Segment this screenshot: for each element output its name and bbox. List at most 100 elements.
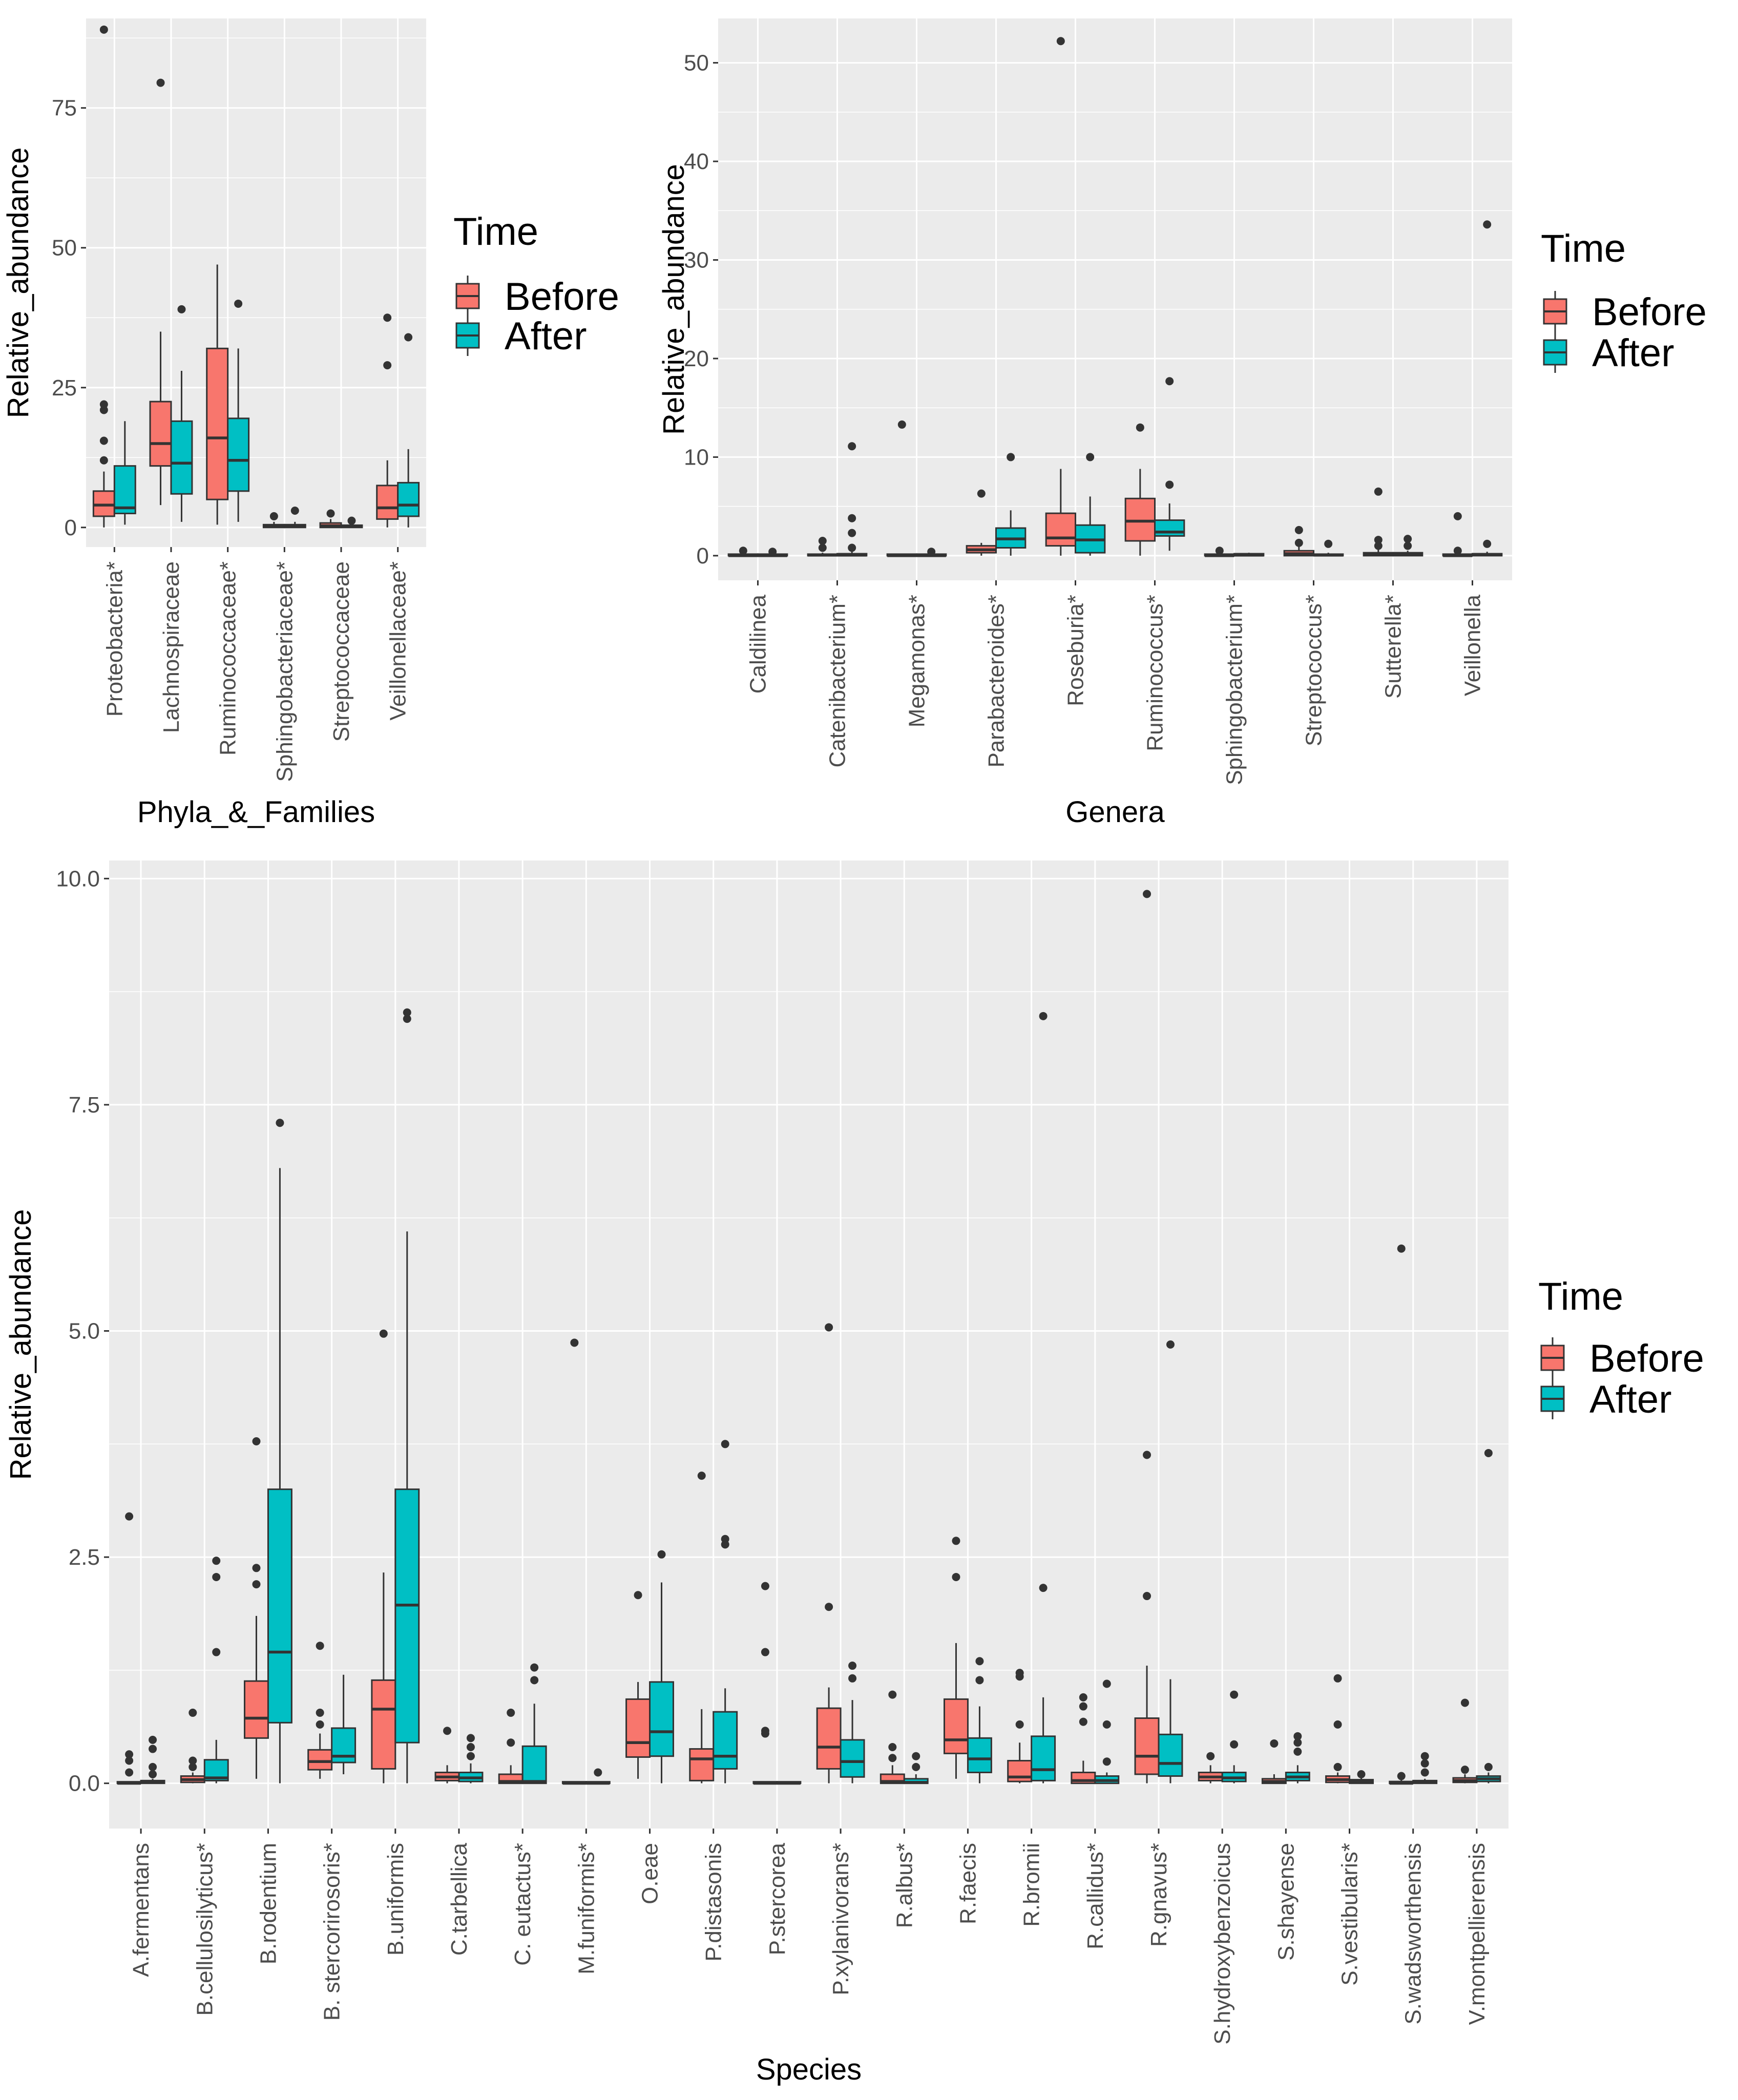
- outlier-point: [1015, 1669, 1024, 1677]
- y-tick-label: 20: [684, 346, 709, 371]
- outlier-point: [1015, 1720, 1024, 1729]
- outlier-point: [761, 1582, 769, 1590]
- legend-label-after: After: [1592, 331, 1674, 375]
- outlier-point: [1404, 541, 1412, 550]
- box-after-21: [1412, 1752, 1438, 1784]
- box-after-7: [521, 1663, 547, 1784]
- x-tick-label: Caldilinea: [746, 594, 771, 694]
- legend-label-before: Before: [1592, 290, 1707, 334]
- box-after-18: [1221, 1690, 1247, 1783]
- box-before-8: [1283, 526, 1314, 557]
- outlier-point: [975, 1676, 984, 1685]
- box-before-2: [180, 1708, 205, 1783]
- outlier-point: [252, 1437, 261, 1445]
- outlier-point: [977, 489, 986, 498]
- outlier-point: [404, 333, 413, 342]
- box-before-20: [1325, 1674, 1351, 1783]
- outlier-point: [1397, 1772, 1406, 1780]
- outlier-point: [466, 1752, 475, 1760]
- outlier-point: [252, 1580, 261, 1589]
- outlier-point: [99, 436, 108, 445]
- outlier-point: [768, 548, 777, 556]
- box-after-11: [776, 1781, 802, 1785]
- x-tick-label: Roseburia*: [1063, 595, 1088, 706]
- outlier-point: [1460, 1766, 1469, 1774]
- outlier-point: [1293, 1732, 1302, 1740]
- outlier-point: [848, 529, 856, 537]
- outlier-point: [1086, 453, 1095, 461]
- outlier-point: [1007, 453, 1015, 461]
- box-body: [206, 347, 229, 500]
- chart-panel-2: 0 10 20 30 40 50 Caldilinea Catenibacterium* Meg…: [657, 18, 1707, 829]
- box-body: [1154, 519, 1185, 537]
- box-before-1: [116, 1512, 142, 1785]
- box-after-6: [397, 333, 420, 528]
- outlier-point: [149, 1745, 157, 1753]
- outlier-point: [189, 1762, 197, 1771]
- outlier-point: [657, 1550, 666, 1559]
- outlier-point: [825, 1603, 833, 1611]
- box-body: [689, 1748, 715, 1781]
- x-tick-label: P.stercorea: [765, 1842, 790, 1955]
- box-after-4: [331, 1674, 357, 1775]
- outlier-point: [177, 305, 186, 313]
- box-body: [394, 1488, 420, 1744]
- outlier-point: [125, 1512, 134, 1521]
- box-body: [371, 1679, 396, 1770]
- box-before-17: [1134, 890, 1160, 1783]
- x-tick-label: Proteobacteria*: [102, 561, 127, 717]
- outlier-point: [1293, 1738, 1302, 1747]
- y-axis-title: Relative_abundance: [4, 1209, 37, 1480]
- y-tick-label: 0.0: [69, 1771, 100, 1796]
- outlier-point: [1143, 1451, 1151, 1459]
- x-tick-label: B.rodentium: [256, 1843, 281, 1964]
- outlier-point: [1102, 1720, 1111, 1729]
- y-tick-label: 7.5: [69, 1093, 100, 1118]
- box-body: [307, 1749, 333, 1771]
- outlier-point: [975, 1657, 984, 1666]
- outlier-point: [1079, 1717, 1087, 1726]
- outlier-point: [189, 1756, 197, 1765]
- box-before-3: [244, 1437, 269, 1779]
- outlier-point: [1404, 535, 1412, 543]
- outlier-point: [1420, 1768, 1429, 1777]
- outlier-point: [825, 1323, 833, 1332]
- y-tick-label: 5.0: [69, 1319, 100, 1344]
- box-before-3: [206, 264, 229, 525]
- x-tick-label: Streptococcaceae: [329, 561, 354, 742]
- x-tick-label: S.shayense: [1273, 1843, 1299, 1961]
- outlier-point: [1294, 538, 1303, 547]
- outlier-point: [212, 1572, 221, 1581]
- box-body: [113, 465, 136, 514]
- x-tick-label: Veillonellaceae*: [386, 561, 411, 721]
- box-body: [1031, 1735, 1056, 1781]
- outlier-point: [1333, 1674, 1342, 1683]
- box-after-15: [1031, 1012, 1056, 1783]
- plot-background: [86, 18, 426, 547]
- box-body: [1158, 1733, 1183, 1777]
- outlier-point: [721, 1440, 729, 1448]
- outlier-point: [189, 1708, 197, 1717]
- box-before-1: [92, 25, 115, 528]
- outlier-point: [1270, 1739, 1279, 1748]
- x-tick-label: B.cellulosilyticus*: [192, 1843, 217, 2015]
- outlier-point: [234, 299, 243, 308]
- box-body: [397, 481, 420, 517]
- outlier-point: [952, 1572, 960, 1581]
- legend-label-before: Before: [1589, 1337, 1704, 1380]
- y-tick-label: 75: [52, 96, 77, 121]
- y-tick-label: 40: [684, 149, 709, 174]
- x-tick-label: B. stercorirosoris*: [320, 1843, 345, 2021]
- x-tick-label: M.funiformis*: [574, 1843, 599, 1975]
- box-after-16: [1094, 1679, 1120, 1784]
- box-after-10: [713, 1440, 738, 1783]
- outlier-point: [156, 78, 165, 87]
- x-tick-label: Sutterella*: [1381, 595, 1406, 699]
- outlier-point: [149, 1770, 157, 1779]
- box-before-10: [689, 1472, 715, 1783]
- outlier-point: [252, 1564, 261, 1572]
- box-after-6: [1154, 377, 1185, 551]
- outlier-point: [818, 537, 827, 545]
- box-after-4: [995, 453, 1027, 556]
